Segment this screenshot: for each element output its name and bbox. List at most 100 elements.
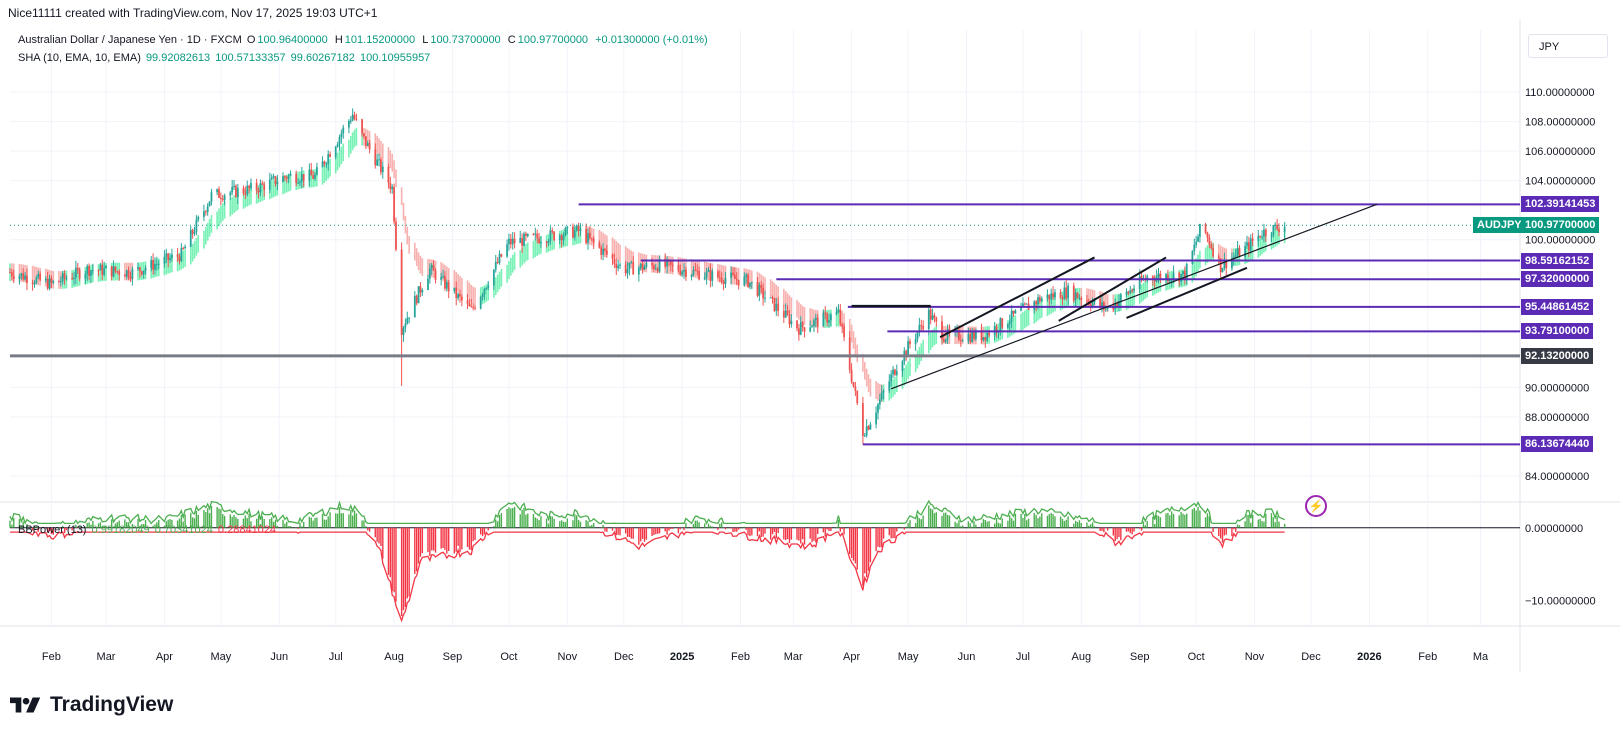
- candle-body: [1022, 303, 1024, 308]
- candle-body: [878, 399, 881, 405]
- candle-body: [498, 254, 501, 264]
- candle-body: [460, 296, 463, 301]
- bbpower-label: BBPower (13): [18, 524, 87, 536]
- candle-body: [523, 233, 525, 246]
- x-tick-label: Feb: [1418, 651, 1437, 663]
- candle-body: [850, 369, 853, 382]
- candle-body: [127, 270, 130, 278]
- candle-body: [125, 270, 128, 277]
- candle-body: [536, 233, 539, 239]
- candle-body: [97, 270, 100, 272]
- candle-body: [747, 274, 749, 287]
- candle-body: [803, 327, 806, 332]
- candle-body: [142, 270, 145, 275]
- candle-body: [813, 320, 815, 327]
- trend-line: [1126, 266, 1248, 319]
- candle-body: [1185, 263, 1188, 281]
- candle-body: [835, 312, 838, 315]
- candle-body: [705, 271, 708, 278]
- candle-body: [771, 297, 774, 299]
- y-tick-label: 88.00000000: [1525, 412, 1589, 424]
- candle-body: [250, 182, 252, 189]
- candle-body: [24, 275, 26, 280]
- candle-body: [380, 159, 382, 173]
- x-tick-label: Nov: [558, 651, 578, 663]
- candle-body: [877, 404, 879, 413]
- candle-body: [590, 238, 593, 240]
- x-tick-label: Jun: [270, 651, 288, 663]
- candle-body: [1232, 256, 1235, 259]
- candle-body: [248, 185, 251, 189]
- candle-body: [1037, 297, 1039, 305]
- candle-body: [261, 183, 264, 185]
- x-tick-label: 2025: [670, 651, 694, 663]
- candle-body: [1012, 310, 1015, 314]
- candle-body: [91, 270, 94, 272]
- candle-body: [1061, 298, 1064, 300]
- candle-body: [980, 330, 983, 341]
- candle-body: [165, 253, 168, 257]
- candle-body: [1125, 291, 1128, 295]
- candle-body: [152, 259, 154, 270]
- bbpower-value-1: 0.99182049: [91, 524, 150, 536]
- candle-body: [88, 266, 90, 276]
- candle-body: [1244, 245, 1247, 257]
- candle-body: [577, 225, 580, 231]
- candle-body: [349, 120, 352, 122]
- candle-body: [1159, 273, 1162, 280]
- x-tick-label: Aug: [1072, 651, 1092, 663]
- candle-body: [1101, 302, 1103, 307]
- candle-body: [538, 238, 540, 243]
- candle-body: [1249, 238, 1252, 251]
- candle-body: [941, 321, 943, 340]
- candle-body: [1127, 291, 1130, 294]
- tradingview-icon: [10, 697, 41, 713]
- candle-body: [679, 270, 682, 275]
- candle-body: [600, 247, 603, 255]
- candle-body: [519, 238, 522, 244]
- candle-body: [1206, 232, 1209, 238]
- candle-body: [890, 374, 893, 382]
- candle-body: [982, 337, 985, 341]
- currency-selector[interactable]: JPY: [1528, 34, 1608, 58]
- candle-body: [1072, 285, 1075, 301]
- candle-body: [112, 266, 115, 277]
- candle-body: [692, 269, 695, 275]
- candle-body: [743, 276, 746, 286]
- candle-body: [189, 229, 192, 247]
- candle-body: [1067, 285, 1070, 299]
- candle-body: [492, 269, 495, 286]
- candle-body: [732, 272, 734, 275]
- candle-body: [1052, 293, 1054, 298]
- candle-layer: [9, 108, 1286, 445]
- candle-body: [395, 221, 397, 250]
- candle-body: [235, 185, 237, 197]
- x-tick-label: May: [210, 651, 231, 663]
- candle-body: [244, 193, 247, 195]
- candle-body: [905, 350, 908, 355]
- candle-body: [988, 332, 990, 336]
- y-tick-label: 100.00000000: [1525, 235, 1595, 247]
- candle-body: [131, 269, 134, 279]
- candle-body: [1086, 300, 1088, 302]
- level-tag: 97.32000000: [1521, 271, 1594, 288]
- candle-body: [421, 290, 424, 293]
- candle-body: [1089, 304, 1092, 307]
- candle-body: [52, 281, 55, 283]
- lightning-icon[interactable]: ⚡: [1305, 495, 1327, 517]
- candle-body: [720, 277, 723, 282]
- candle-body: [1138, 276, 1141, 289]
- candle-body: [203, 211, 205, 217]
- candle-body: [363, 133, 365, 137]
- candle-body: [1010, 310, 1013, 322]
- candle-body: [327, 154, 330, 164]
- candle-body: [643, 266, 646, 270]
- candle-body: [246, 185, 249, 195]
- candle-body: [585, 228, 588, 243]
- candle-body: [1063, 287, 1066, 300]
- candle-body: [157, 263, 160, 265]
- candle-body: [722, 281, 725, 284]
- ohlc-close: C 100.97700000: [507, 34, 589, 46]
- candle-body: [604, 248, 606, 251]
